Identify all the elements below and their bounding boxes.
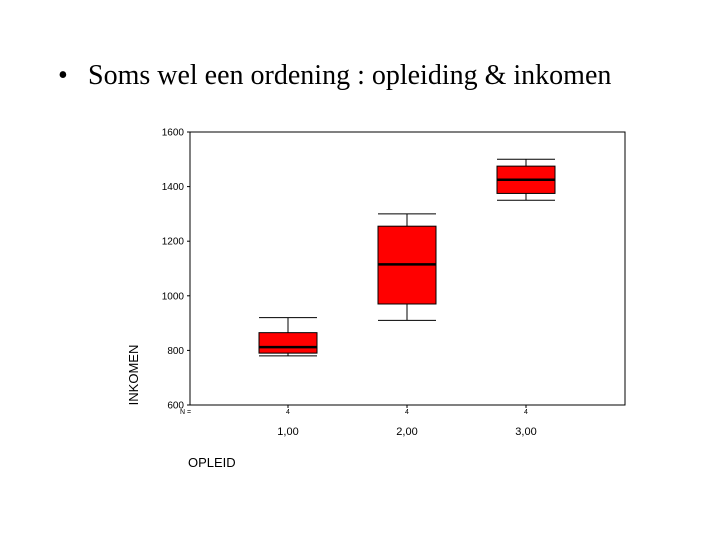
- y-axis-title: INKOMEN: [126, 345, 141, 406]
- y-axis: 600 800 1000 1200 1400 1600: [162, 128, 190, 412]
- y-tick-label: 1000: [162, 291, 185, 302]
- slide-title-text: Soms wel een ordening : opleiding & inko…: [88, 60, 612, 91]
- n-label: N =: [180, 409, 191, 416]
- n-count: 4: [286, 409, 290, 416]
- bullet-glyph: •: [58, 60, 68, 91]
- x-axis: 1,00 2,00 3,00: [277, 405, 537, 438]
- y-tick-label: 1400: [162, 182, 185, 193]
- n-row: N = 4 4 4: [180, 409, 528, 416]
- x-axis-title: OPLEID: [188, 455, 236, 470]
- x-tick-label: 2,00: [396, 426, 417, 438]
- y-tick-label: 1200: [162, 237, 185, 248]
- y-tick-label: 1600: [162, 128, 185, 139]
- x-tick-label: 3,00: [515, 426, 536, 438]
- x-tick-label: 1,00: [277, 426, 298, 438]
- y-tick-label: 800: [167, 346, 184, 357]
- y-tick-label: 600: [167, 401, 184, 412]
- n-count: 4: [405, 409, 409, 416]
- slide-title: • Soms wel een ordening : opleiding & ink…: [58, 60, 611, 92]
- box-1: [258, 332, 318, 354]
- box-group: [258, 158, 556, 357]
- n-count: 4: [524, 409, 528, 416]
